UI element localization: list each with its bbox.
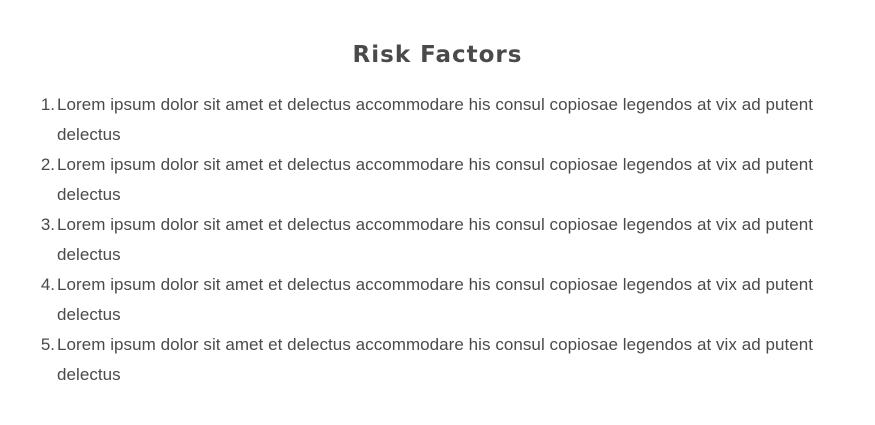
list-item-text: Lorem ipsum dolor sit amet et delectus a… [57,215,814,264]
list-item-text: Lorem ipsum dolor sit amet et delectus a… [57,155,814,204]
list-item-number: 3. [40,215,55,234]
list-item-text: Lorem ipsum dolor sit amet et delectus a… [57,95,814,144]
list-item-number: 5. [40,335,55,354]
list-item: 3. Lorem ipsum dolor sit amet et delectu… [41,210,857,270]
risk-factors-list: 1. Lorem ipsum dolor sit amet et delectu… [41,90,857,390]
list-item-text: Lorem ipsum dolor sit amet et delectus a… [57,275,814,324]
list-item-number: 1. [40,95,55,114]
list-item: 5. Lorem ipsum dolor sit amet et delectu… [41,330,857,390]
list-item: 1. Lorem ipsum dolor sit amet et delectu… [41,90,857,150]
list-item: 2. Lorem ipsum dolor sit amet et delectu… [41,150,857,210]
list-item-number: 2. [40,155,55,174]
list-item-number: 4. [40,275,55,294]
list-item: 4. Lorem ipsum dolor sit amet et delectu… [41,270,857,330]
section-title: Risk Factors [352,42,523,68]
list-item-text: Lorem ipsum dolor sit amet et delectus a… [57,335,814,384]
